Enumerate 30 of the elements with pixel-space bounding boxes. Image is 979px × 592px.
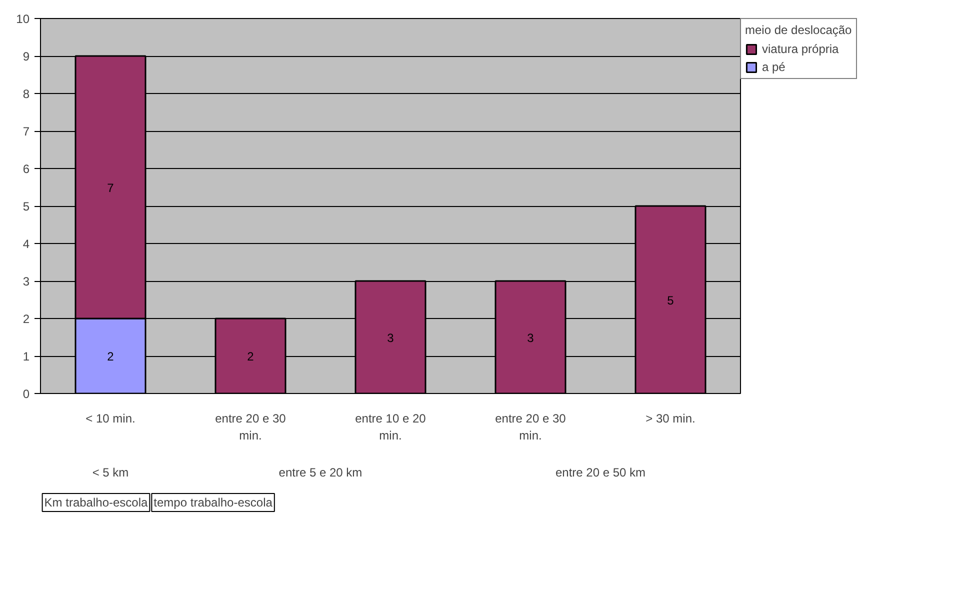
y-tick-label: 8 <box>22 87 30 101</box>
y-tick-label: 6 <box>22 162 30 176</box>
x-tick-label: entre 20 e 30 min. <box>495 412 566 442</box>
legend-label: viatura própria <box>762 42 839 56</box>
text: entre 20 e 50 km <box>555 466 646 480</box>
y-tick-label: 4 <box>22 237 30 251</box>
x-tick-label: entre 10 e 20 min. <box>355 412 426 442</box>
y-tick-label: 7 <box>22 124 30 138</box>
data-label: 3 <box>527 330 534 345</box>
text: tempo trabalho-escola <box>154 496 273 510</box>
y-tick-label: 1 <box>22 350 30 364</box>
legend-title: meio de deslocação <box>745 23 852 37</box>
y-tick-label: 5 <box>22 200 30 214</box>
legend-label: a pé <box>762 60 786 74</box>
y-tick-label: 9 <box>22 50 30 64</box>
data-label: 5 <box>667 293 674 308</box>
text: Km trabalho-escola <box>44 496 148 510</box>
data-label: 2 <box>247 350 254 364</box>
data-label: 2 <box>107 350 114 364</box>
x-tick-label: entre 20 e 30 min. <box>215 412 286 442</box>
text: < 5 km <box>92 466 129 480</box>
data-label: 3 <box>387 330 394 345</box>
y-tick-label: 3 <box>22 274 30 288</box>
text: entre 5 e 20 km <box>278 466 362 480</box>
x-tick-label: < 10 min. <box>86 412 136 426</box>
y-tick-label: 0 <box>22 387 30 401</box>
x-tick-label: > 30 min. <box>646 412 696 426</box>
data-label: 7 <box>107 180 114 195</box>
y-tick-label: 10 <box>16 12 30 26</box>
y-tick-label: 2 <box>22 312 30 326</box>
